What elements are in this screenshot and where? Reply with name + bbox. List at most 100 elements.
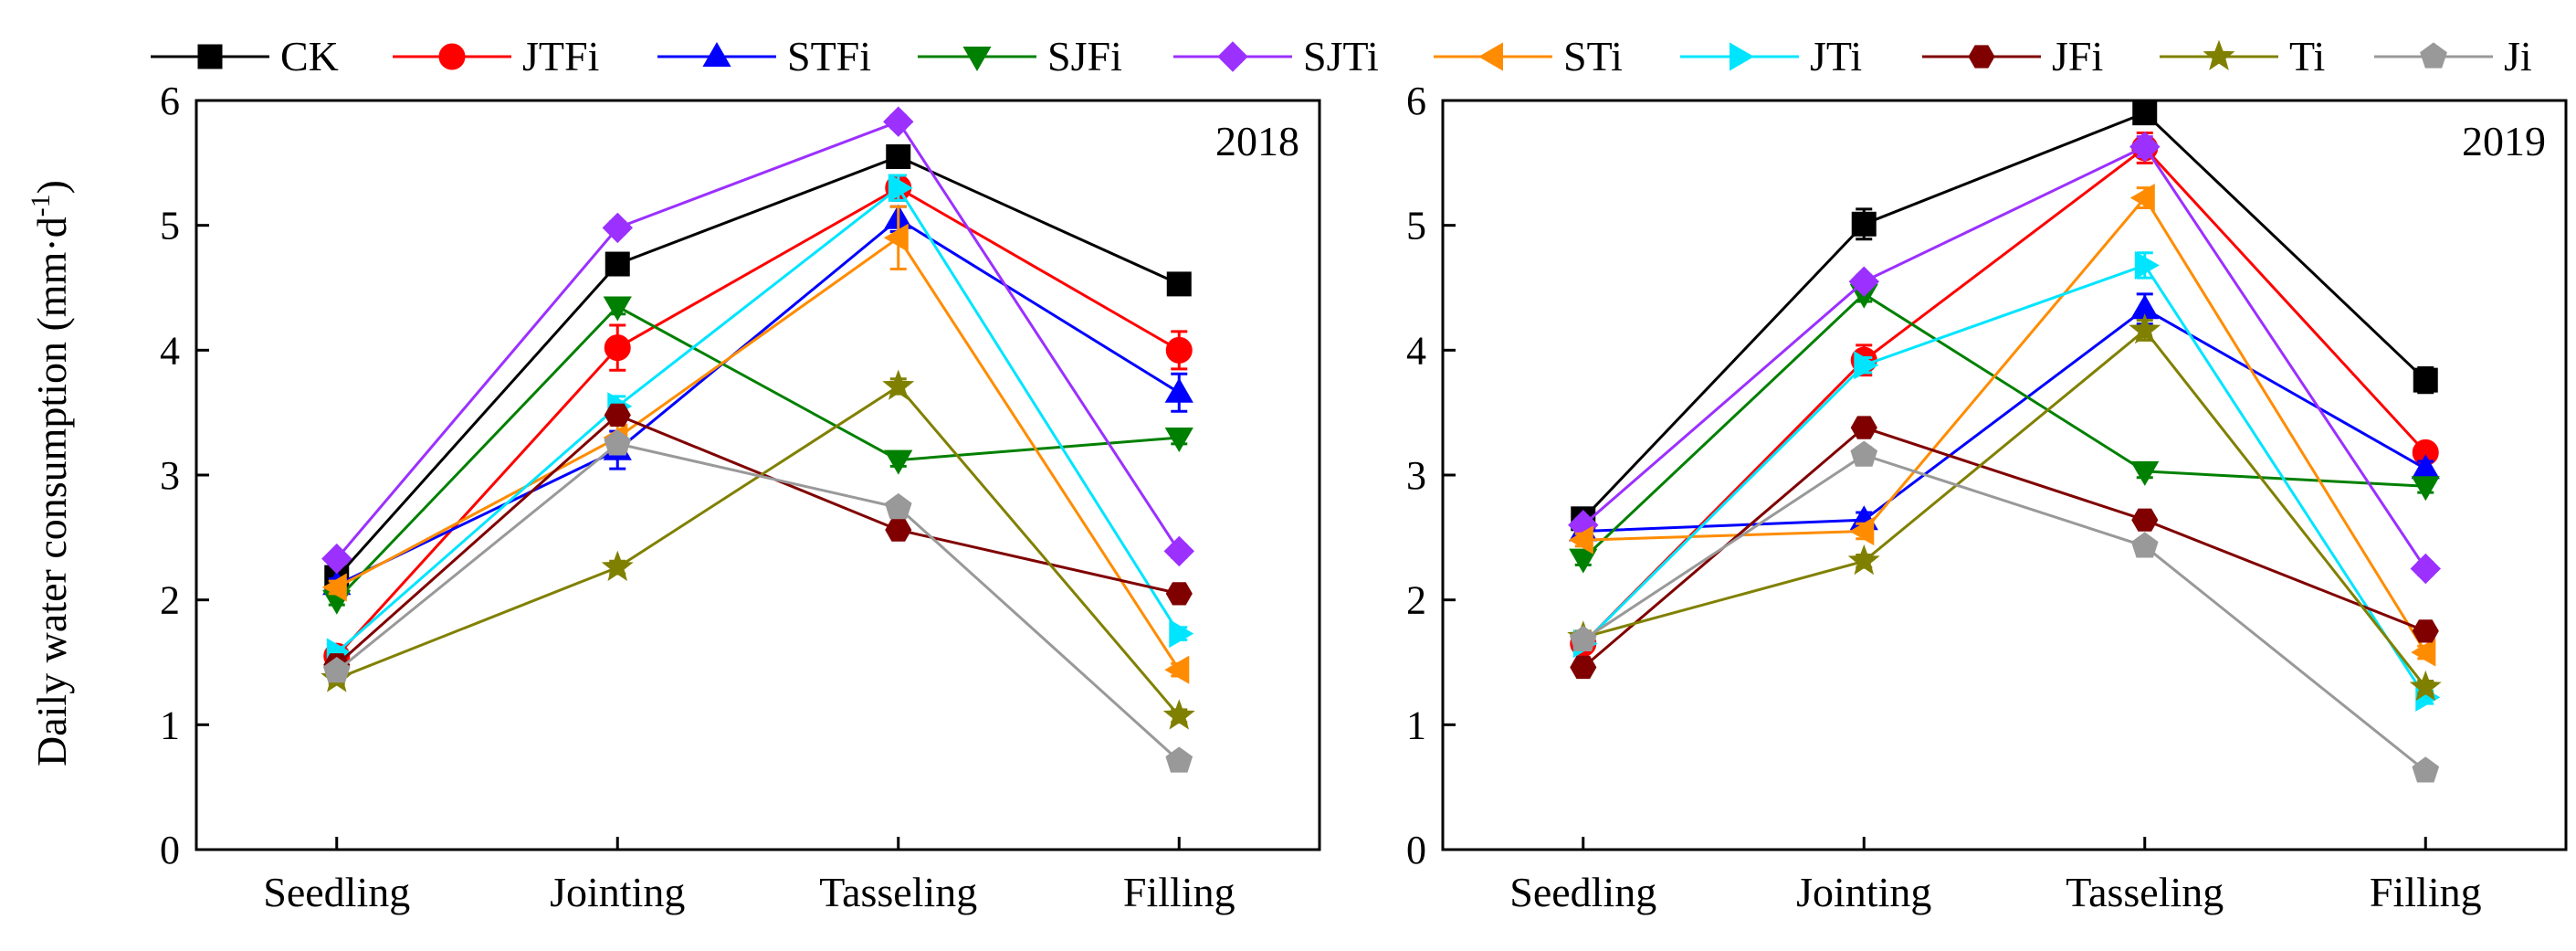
p2018-x-tick-label-tasseling: Tasseling xyxy=(819,869,977,915)
legend-marker-ck xyxy=(197,44,223,69)
p2018-y-tick-label-3: 3 xyxy=(160,453,180,498)
p2019-point-sti-filling xyxy=(2411,638,2436,667)
panel-2019: 0 1 2 3 4 5 6 Seedling Jointing Tasseling Filling 2… xyxy=(1406,79,2568,915)
p2018-point-ck-jointing xyxy=(605,251,630,277)
p2018-y-tick-label-0: 0 xyxy=(160,828,180,872)
p2019-point-sjfi-filling xyxy=(2411,476,2440,502)
legend-marker-jti xyxy=(1730,42,1755,71)
p2019-series-stfi xyxy=(1569,292,2440,542)
p2018-series-jti xyxy=(326,174,1194,667)
legend-item-ck: CK xyxy=(151,33,339,79)
p2018-point-sjfi-jointing xyxy=(603,296,632,322)
p2019-point-ji-filling xyxy=(2412,756,2440,783)
p2019-series-sjti xyxy=(1568,131,2442,585)
legend-label-sjti: SJTi xyxy=(1303,33,1379,79)
p2019-point-sjfi-seedling xyxy=(1569,548,1598,574)
legend-item-jtfi: JTFi xyxy=(393,33,599,79)
legend: CK JTFi STFi SJFi SJTi STi JTi JFi Ti Ji xyxy=(151,33,2532,79)
legend-item-jti: JTi xyxy=(1680,33,1862,79)
p2019-series-line-ti xyxy=(1582,328,2427,689)
y-axis-label-close: ) xyxy=(28,180,75,194)
p2018-y-tick-label-2: 2 xyxy=(160,578,180,623)
p2018-point-sjti-filling xyxy=(1163,535,1195,567)
p2019-point-sti-tasseling xyxy=(2129,184,2155,213)
p2018-y-tick-label-1: 1 xyxy=(160,703,180,747)
p2019-series-line-jfi xyxy=(1582,426,2426,669)
legend-label-jtfi: JTFi xyxy=(522,33,599,79)
p2019-series-line-sjti xyxy=(1582,144,2427,570)
p2018-point-sjti-tasseling xyxy=(883,106,914,137)
p2019-series-line-stfi xyxy=(1582,307,2427,533)
p2019-point-sti-seedling xyxy=(1568,525,1593,555)
p2018-point-ji-filling xyxy=(1165,746,1193,773)
legend-marker-sti xyxy=(1477,42,1503,71)
legend-item-sjfi: SJFi xyxy=(918,33,1122,79)
p2018-point-sjti-seedling xyxy=(321,543,352,575)
p2019-point-sjti-jointing xyxy=(1848,266,1880,297)
p2019-point-ti-tasseling xyxy=(2129,313,2161,344)
legend-label-jti: JTi xyxy=(1810,33,1862,79)
p2018-series-sjti xyxy=(321,106,1195,575)
legend-marker-sjfi xyxy=(962,47,992,72)
p2018-point-ti-tasseling xyxy=(882,369,915,400)
p2019-point-jti-jointing xyxy=(1854,351,1879,380)
p2019-point-jfi-seedling xyxy=(1570,655,1597,680)
p2018-y-tick-label-6: 6 xyxy=(160,79,180,123)
legend-item-ji: Ji xyxy=(2374,33,2532,79)
p2019-series-line-jti xyxy=(1582,263,2427,699)
p2018-point-sjfi-filling xyxy=(1164,428,1193,452)
p2018-series-line-sti xyxy=(336,236,1181,671)
legend-label-sjfi: SJFi xyxy=(1047,33,1122,79)
p2019-y-tick-label-5: 5 xyxy=(1406,204,1426,248)
p2018-x-tick-label-seedling: Seedling xyxy=(263,869,410,915)
p2019-x-tick-label-tasseling: Tasseling xyxy=(2066,869,2224,915)
p2018-y-tick-label-5: 5 xyxy=(160,204,180,248)
legend-item-sjti: SJTi xyxy=(1173,33,1379,79)
p2018-point-jtfi-filling xyxy=(1165,336,1193,364)
p2019-point-sti-jointing xyxy=(1849,516,1875,546)
p2018-point-ji-tasseling xyxy=(884,492,912,520)
legend-label-ck: CK xyxy=(280,33,339,79)
p2018-series-line-sjti xyxy=(335,120,1181,560)
p2018-point-ti-jointing xyxy=(601,550,634,582)
p2019-x-tick-label-filling: Filling xyxy=(2370,869,2482,915)
legend-label-jfi: JFi xyxy=(2052,33,2103,79)
p2018-point-stfi-filling xyxy=(1164,377,1193,403)
panel-2018: 0 1 2 3 4 5 6 Seedling Jointing Tasseling Filling 2… xyxy=(160,79,1321,915)
p2018-series-line-jfi xyxy=(335,413,1180,666)
p2019-series-line-ck xyxy=(1582,111,2427,520)
p2019-point-sjti-tasseling xyxy=(2129,131,2161,163)
p2018-point-sjfi-tasseling xyxy=(884,449,913,475)
p2018-point-sti-seedling xyxy=(321,573,347,602)
p2018-point-jfi-jointing xyxy=(604,403,631,427)
p2019-point-ji-tasseling xyxy=(2130,532,2159,558)
p2018-point-sti-tasseling xyxy=(883,223,909,252)
p2019-y-tick-label-3: 3 xyxy=(1406,453,1426,498)
legend-label-stfi: STFi xyxy=(787,33,871,79)
p2018-series-line-jti xyxy=(335,185,1181,654)
p2019-point-ck-jointing xyxy=(1851,211,1877,237)
p2019-series-ti xyxy=(1567,313,2442,702)
p2018-series-line-sjfi xyxy=(335,304,1180,601)
p2018-series-line-ji xyxy=(335,442,1181,763)
legend-marker-ji xyxy=(2420,42,2447,69)
p2018-series-line-jtfi xyxy=(335,185,1181,658)
p2018-point-sjti-jointing xyxy=(602,212,634,244)
p2019-point-jfi-filling xyxy=(2412,619,2439,643)
p2018-point-jti-filling xyxy=(1169,618,1194,649)
p2018-x-tick-label-jointing: Jointing xyxy=(550,869,685,915)
legend-item-stfi: STFi xyxy=(657,33,871,79)
p2019-point-jfi-jointing xyxy=(1850,416,1877,439)
p2019-series-line-ji xyxy=(1582,453,2427,773)
p2018-point-ji-seedling xyxy=(322,656,351,683)
p2019-y-tick-label-4: 4 xyxy=(1406,328,1426,373)
legend-item-ti: Ti xyxy=(2160,33,2325,79)
y-axis-label-superscript: -1 xyxy=(26,194,56,217)
legend-item-jfi: JFi xyxy=(1922,33,2103,79)
p2019-series-jfi xyxy=(1570,416,2439,680)
p2019-y-tick-label-1: 1 xyxy=(1406,703,1426,747)
p2018-series-ck xyxy=(324,144,1192,590)
p2019-point-sjti-filling xyxy=(2410,553,2442,585)
p2019-x-tick-label-jointing: Jointing xyxy=(1796,869,1931,915)
